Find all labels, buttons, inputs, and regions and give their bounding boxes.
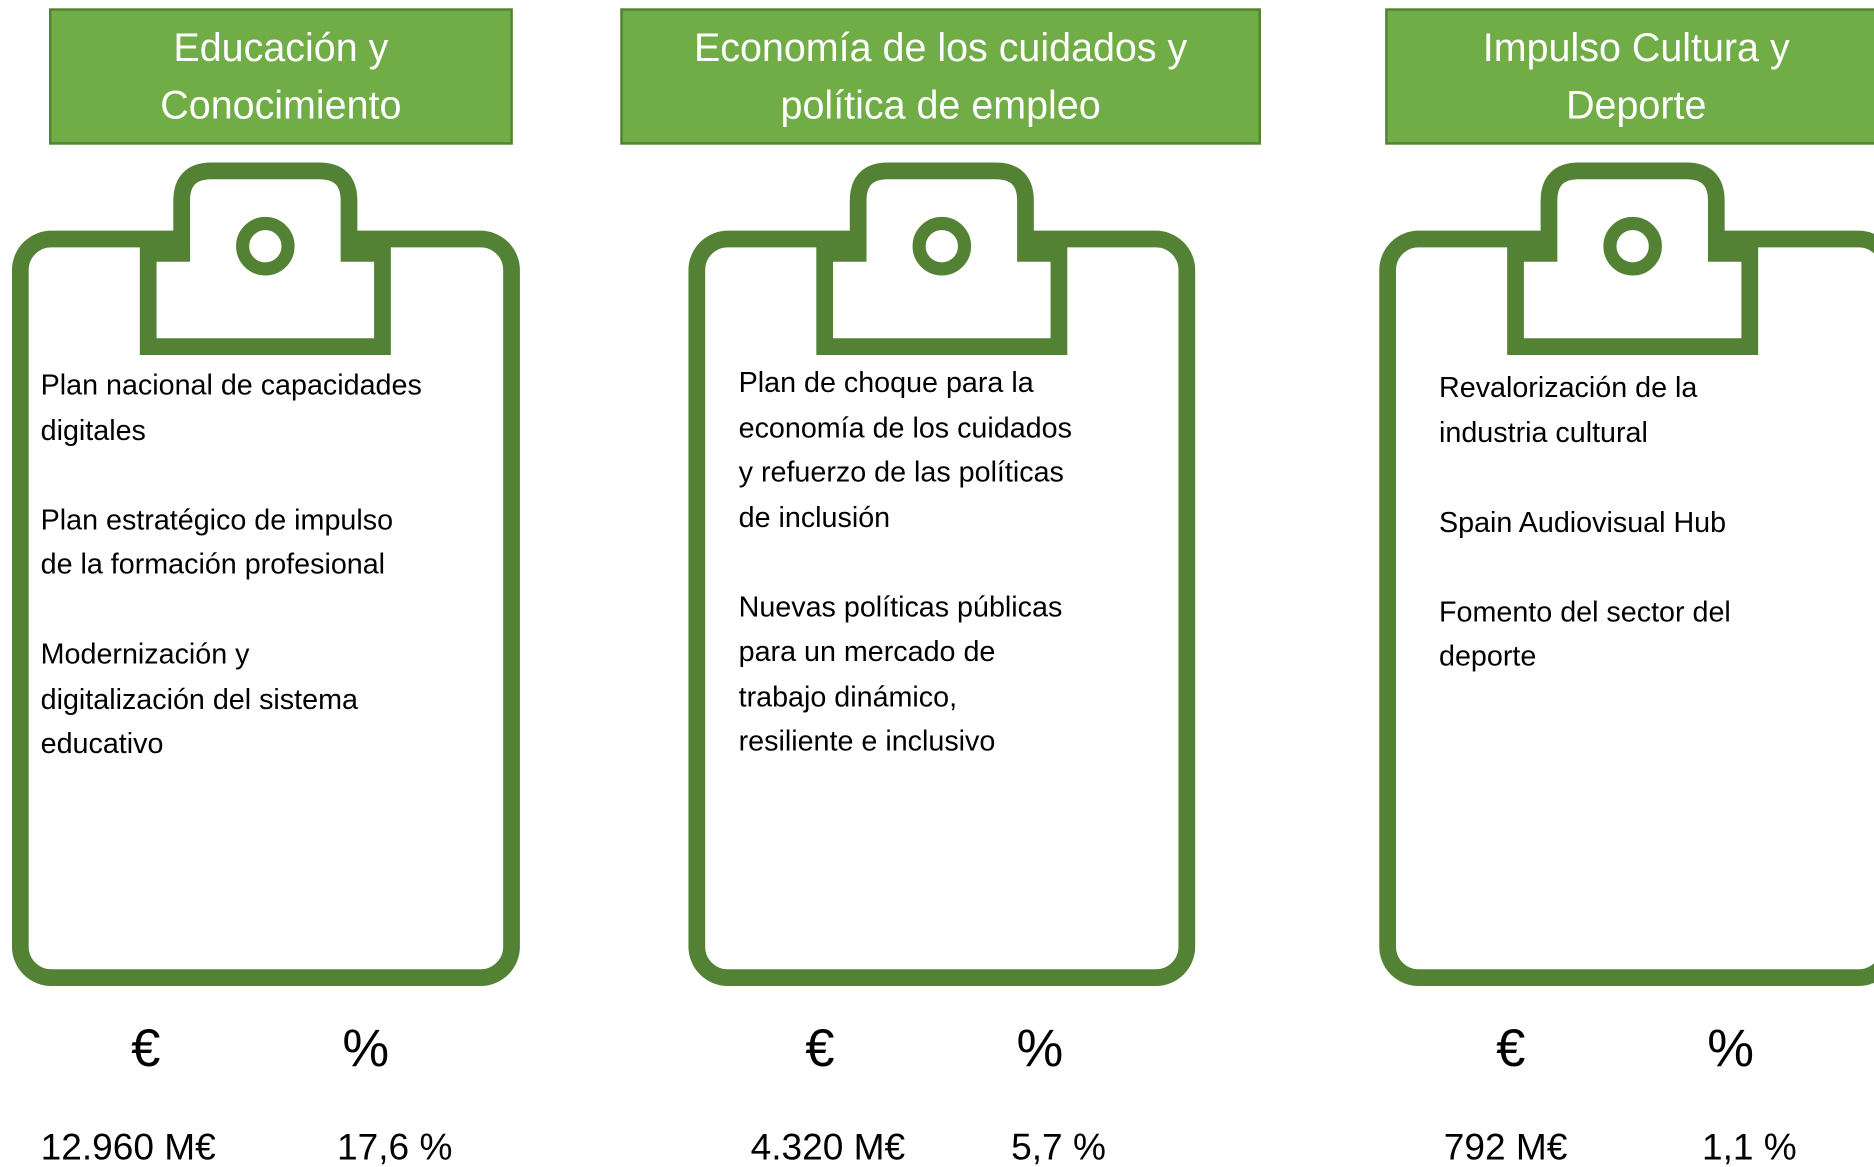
percent-symbol: % bbox=[342, 1019, 390, 1079]
item: Plan de choque para la economía de los cu… bbox=[739, 361, 1072, 540]
item: Plan nacional de capacidades digitales bbox=[41, 363, 422, 453]
item-line: para un mercado de bbox=[738, 635, 996, 669]
item-line: deporte bbox=[1439, 640, 1537, 673]
header-line: política de empleo bbox=[780, 82, 1101, 127]
item-list: Revalorización de la industria cultural Sp… bbox=[1439, 366, 1731, 725]
header-line: Educación y bbox=[173, 25, 389, 70]
item-line: Plan estratégico de impulso bbox=[40, 503, 394, 537]
item: Fomento del sector del deporte bbox=[1439, 590, 1731, 680]
euro-symbol: € bbox=[1496, 1019, 1526, 1079]
item: Modernización y digitalización del sistem… bbox=[41, 632, 422, 766]
percent-symbol: % bbox=[1016, 1019, 1064, 1079]
item-line: Spain Audiovisual Hub bbox=[1439, 506, 1727, 539]
item-line: de inclusión bbox=[738, 501, 891, 534]
amount: 12.960 M€ bbox=[40, 1125, 216, 1167]
header: Impulso Cultura y Deporte bbox=[1385, 8, 1874, 145]
header: Educación y Conocimiento bbox=[49, 8, 513, 145]
item: Nuevas políticas públicas para un mercado… bbox=[739, 585, 1072, 764]
item-line: y refuerzo de las políticas bbox=[738, 456, 1064, 489]
share: 5,7 % bbox=[1011, 1125, 1106, 1167]
header: Economía de los cuidados y política de em… bbox=[620, 8, 1261, 145]
header-line: Impulso Cultura y bbox=[1482, 25, 1790, 70]
euro-symbol: € bbox=[805, 1019, 835, 1079]
share: 17,6 % bbox=[337, 1125, 453, 1167]
item-line: resiliente e inclusivo bbox=[738, 725, 996, 758]
clip-hole bbox=[912, 216, 972, 276]
item-line: Fomento del sector del bbox=[1439, 595, 1731, 629]
item-line: economía de los cuidados bbox=[738, 411, 1072, 445]
clip-hole bbox=[236, 216, 295, 276]
item-list: Plan de choque para la economía de los cu… bbox=[739, 361, 1072, 809]
item-line: de la formación profesional bbox=[40, 548, 386, 581]
item-line: digitalización del sistema bbox=[40, 683, 358, 716]
amount: 4.320 M€ bbox=[750, 1125, 906, 1167]
header-line: Economía de los cuidados y bbox=[693, 25, 1188, 70]
amount: 792 M€ bbox=[1443, 1125, 1568, 1167]
item: Revalorización de la industria cultural bbox=[1439, 366, 1731, 456]
clip-hole bbox=[1603, 216, 1662, 276]
item-line: Revalorización de la bbox=[1439, 371, 1698, 404]
item-line: educativo bbox=[40, 727, 164, 761]
item-line: trabajo dinámico, bbox=[738, 680, 958, 713]
header-line: Conocimiento bbox=[160, 82, 402, 127]
item-line: digitales bbox=[40, 414, 146, 447]
percent-symbol: % bbox=[1707, 1019, 1755, 1079]
share: 1,1 % bbox=[1701, 1125, 1797, 1167]
item-line: Modernización y bbox=[40, 638, 250, 671]
item-list: Plan nacional de capacidades digitales Pla… bbox=[41, 363, 422, 811]
item-line: Nuevas políticas públicas bbox=[738, 591, 1063, 624]
item-line: Plan de choque para la bbox=[738, 366, 1034, 400]
item: Plan estratégico de impulso de la formaci… bbox=[41, 498, 422, 588]
item-line: Plan nacional de capacidades bbox=[40, 369, 422, 402]
item: Spain Audiovisual Hub bbox=[1439, 500, 1731, 545]
item-line: industria cultural bbox=[1439, 416, 1648, 449]
header-line: Deporte bbox=[1566, 82, 1707, 127]
euro-symbol: € bbox=[131, 1019, 161, 1079]
